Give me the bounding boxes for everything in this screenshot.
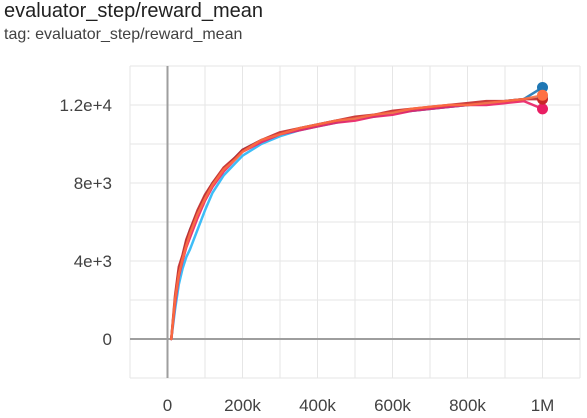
grid xyxy=(129,65,581,379)
series-end-dot-3 xyxy=(537,103,548,115)
series-end-dot-1 xyxy=(537,81,548,93)
chart-title: evaluator_step/reward_mean xyxy=(4,0,264,22)
series-line-2 xyxy=(170,95,544,341)
x-tick-label: 0 xyxy=(163,396,172,415)
x-tick-label: 1M xyxy=(531,396,555,415)
series-line-1 xyxy=(170,86,544,341)
x-tick-label: 800k xyxy=(449,396,486,415)
series-lines xyxy=(170,86,544,341)
y-tick-label: 1.2e+4 xyxy=(60,96,112,115)
zero-axes xyxy=(130,66,580,378)
x-tick-label: 200k xyxy=(224,396,261,415)
chart-tag: tag: evaluator_step/reward_mean xyxy=(4,26,243,43)
series-end-dot-5 xyxy=(537,89,548,101)
y-tick-label: 4e+3 xyxy=(74,252,112,271)
x-tick-label: 600k xyxy=(374,396,411,415)
y-tick-label: 8e+3 xyxy=(74,174,112,193)
series-line-3 xyxy=(170,99,544,341)
y-tick-label: 0 xyxy=(103,330,112,349)
series-end-markers xyxy=(537,81,548,115)
x-tick-labels: 0 200k 400k 600k 800k 1M xyxy=(163,396,555,415)
x-tick-label: 400k xyxy=(299,396,336,415)
series-line-5 xyxy=(170,94,544,341)
series-line-4 xyxy=(170,97,544,341)
y-tick-labels: 0 4e+3 8e+3 1.2e+4 xyxy=(60,96,112,349)
